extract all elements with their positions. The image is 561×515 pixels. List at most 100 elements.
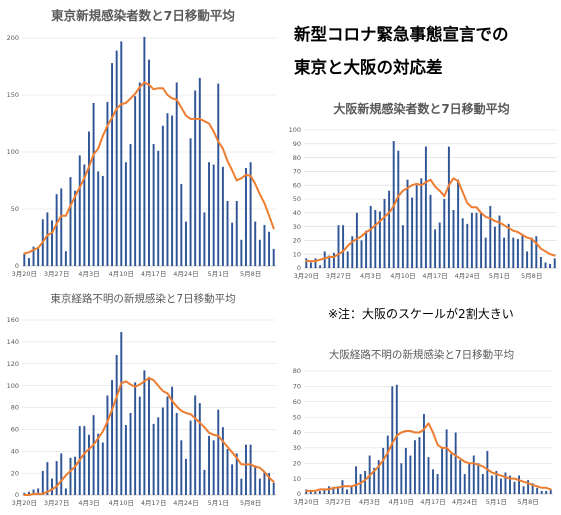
bar [208,162,211,266]
y-tick-label: 10 [293,250,301,258]
bar [272,248,275,266]
y-tick-label: 0 [297,264,301,272]
bar [161,125,164,266]
bar [124,162,127,266]
bar [509,475,511,494]
chart-svg: 0 20 40 60 80 100 120 140 160 3月20日 3月27日 4月3日 4月10日… [7,316,276,507]
bar [466,223,469,268]
y-tick-label: 60 [11,426,19,434]
y-tick-label: 50 [293,413,301,421]
x-tick-label: 4月3日 [360,272,381,280]
x-tick-label: 4月3日 [78,270,99,278]
bar [526,251,529,268]
y-tick-label: 120 [7,360,19,368]
x-tick-label: 4月17日 [420,498,445,506]
y-tick-label: 50 [11,205,19,213]
y-tick-label: 200 [7,34,19,42]
bar [489,205,492,268]
bar [97,433,100,495]
x-tick-label: 5月1日 [486,498,507,506]
bar [373,467,376,494]
bar [521,234,524,268]
bar [83,164,86,266]
bar [337,225,340,268]
y-tick-label: 20 [293,237,301,245]
bar [106,101,109,266]
bar [92,415,95,495]
bar [272,482,275,495]
bar [46,212,49,266]
x-tick-label: 4月24日 [452,498,477,506]
bar [69,177,72,266]
x-tick-label: 4月3日 [359,498,380,506]
bar [87,434,90,495]
bar [480,212,483,268]
chart-tokyo-new: 東京新規感染者数と7日移動平均 0 50 100 150 200 3月20日 3月27日 4月… [0,0,286,292]
x-tick-label: 5月1日 [208,499,229,507]
bar [69,457,72,495]
bar [55,194,58,266]
x-tick-label: 4月10日 [389,498,414,506]
y-tick-label: 100 [7,382,19,390]
moving-average-line [23,81,275,255]
bar [235,453,238,495]
bar [74,190,77,266]
y-tick-label: 80 [293,367,301,375]
bar [323,251,326,268]
bar [512,237,515,268]
bar [129,144,132,266]
bar [314,490,317,494]
bar [258,478,261,495]
bar [115,355,118,495]
bar [64,251,67,266]
bar [32,246,35,266]
bar [447,146,450,268]
bar [37,488,40,495]
y-tick-label: 50 [293,195,301,203]
chart-svg: 0 10 20 30 40 50 60 70 80 3月20日 3月27日 4月3日 4月10日 4月17… [293,367,553,506]
bar [51,220,53,266]
y-tick-label: 100 [289,126,301,134]
y-tick-label: 100 [7,148,19,156]
bar [470,212,473,268]
bar [424,146,427,268]
bar [180,183,183,266]
bar [134,382,137,495]
bar [472,455,475,494]
bar [441,447,444,494]
bar [404,447,407,494]
x-tick-label: 5月8日 [240,270,261,278]
bar [409,455,412,494]
bar [27,258,30,266]
bar [46,462,49,495]
bar [477,463,480,494]
moving-average-line [305,177,556,263]
chart-svg: 0 10 20 30 40 50 60 70 80 90 100 3月20日 3月27日 4月3日 4月10… [289,126,557,280]
y-tick-label: 70 [293,383,301,391]
bar [51,478,53,495]
bar [240,478,243,495]
y-tick-label: 40 [11,447,19,455]
bar [254,465,257,495]
x-tick-label: 4月10日 [109,499,134,507]
y-tick-label: 60 [293,181,301,189]
bar [231,222,234,266]
bar [60,453,63,495]
bar [545,490,548,494]
bar [355,212,358,268]
bar [268,473,271,495]
bar [413,440,416,494]
bar [157,417,160,495]
bar [516,239,519,268]
y-tick-label: 160 [7,316,19,324]
bar [171,386,174,495]
bar [143,36,146,266]
bar [124,425,127,495]
bar [129,412,132,495]
bar [111,380,114,495]
bar [443,199,446,268]
bar [490,475,493,494]
bar [55,461,58,495]
bar [245,444,247,495]
y-tick-label: 40 [293,209,301,217]
